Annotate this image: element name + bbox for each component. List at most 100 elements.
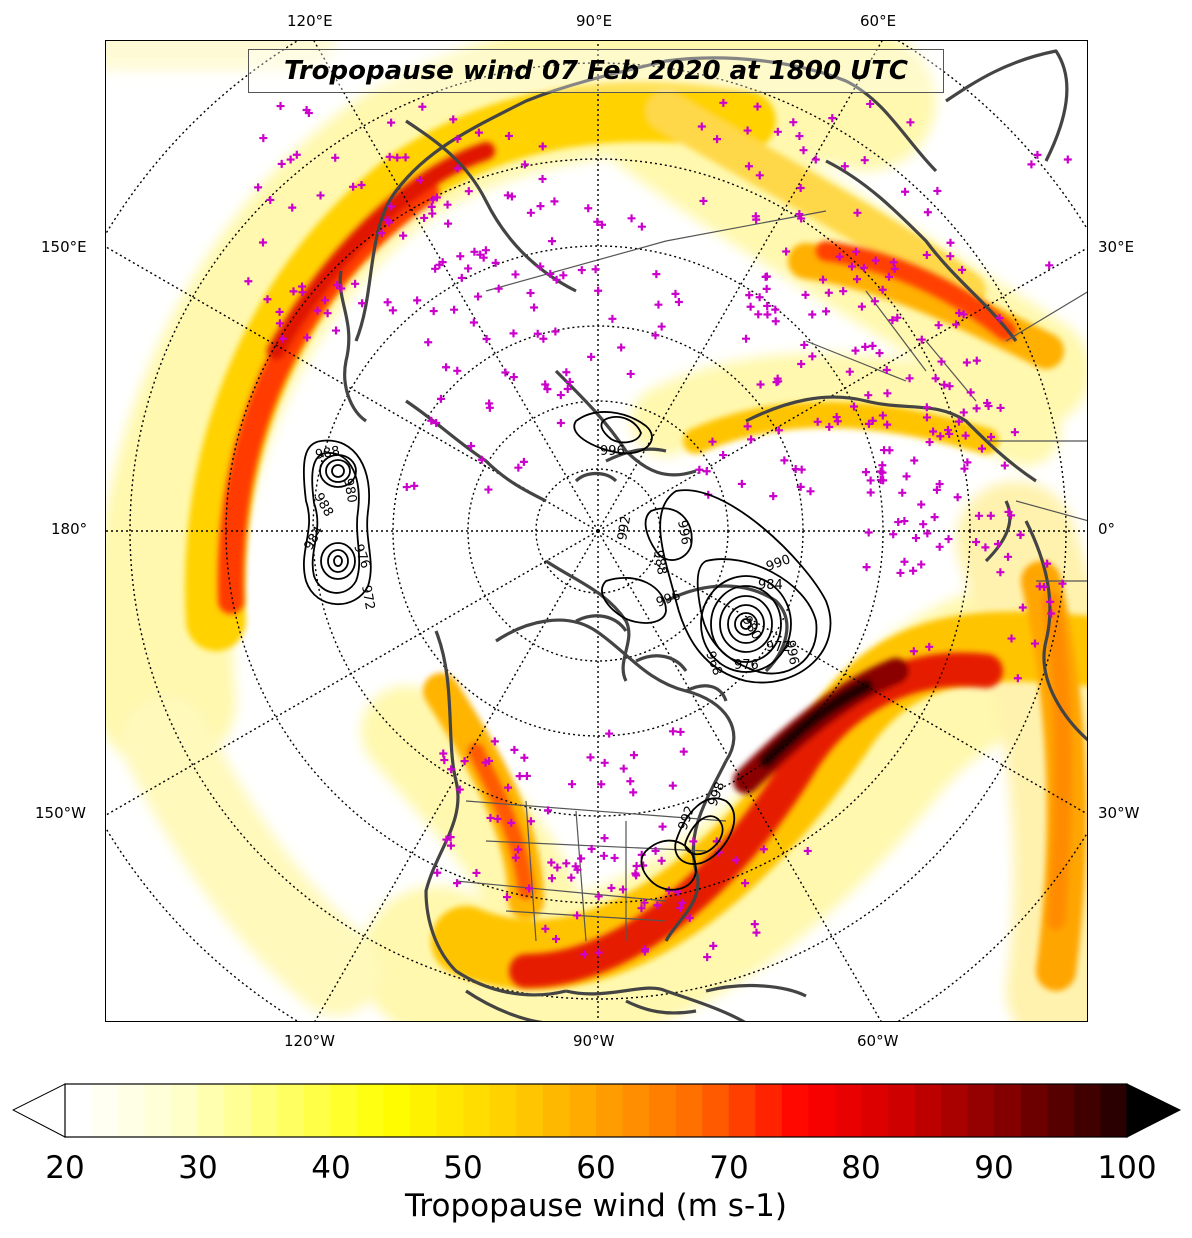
station-marker bbox=[797, 360, 806, 369]
station-marker bbox=[435, 260, 444, 269]
station-marker bbox=[504, 783, 513, 792]
station-marker bbox=[584, 204, 593, 213]
station-marker bbox=[490, 737, 499, 746]
station-marker bbox=[799, 146, 808, 155]
station-marker bbox=[986, 511, 995, 520]
station-marker bbox=[511, 853, 520, 862]
lon-label-top: 60°E bbox=[860, 12, 897, 30]
station-marker bbox=[453, 164, 462, 173]
station-marker bbox=[553, 863, 562, 872]
station-marker bbox=[797, 465, 806, 474]
station-marker bbox=[937, 357, 946, 366]
station-marker bbox=[910, 456, 919, 465]
station-marker bbox=[651, 846, 660, 855]
station-marker bbox=[536, 202, 545, 211]
station-marker bbox=[774, 426, 783, 435]
station-marker bbox=[402, 483, 411, 492]
colorbar-tick: 80 bbox=[841, 1150, 881, 1186]
station-marker bbox=[494, 284, 503, 293]
colorbar-bin bbox=[91, 1084, 119, 1137]
station-marker bbox=[514, 845, 523, 854]
station-marker bbox=[800, 340, 809, 349]
station-marker bbox=[387, 118, 396, 127]
station-marker bbox=[538, 174, 547, 183]
colorbar-bin bbox=[888, 1084, 916, 1137]
station-marker bbox=[741, 879, 750, 888]
station-marker bbox=[676, 904, 685, 913]
colorbar-bin bbox=[994, 1084, 1022, 1137]
station-marker bbox=[503, 191, 512, 200]
station-marker bbox=[953, 493, 962, 502]
station-marker bbox=[577, 854, 586, 863]
station-marker bbox=[689, 837, 698, 846]
station-marker bbox=[538, 142, 547, 151]
station-marker bbox=[797, 214, 806, 223]
station-marker bbox=[699, 196, 708, 205]
colorbar-extend-min bbox=[12, 1083, 66, 1138]
colorbar-bin bbox=[1073, 1084, 1102, 1137]
station-marker bbox=[755, 293, 764, 302]
station-marker bbox=[303, 333, 312, 342]
station-marker bbox=[507, 192, 516, 201]
station-marker bbox=[288, 203, 297, 212]
station-marker bbox=[849, 402, 858, 411]
station-marker bbox=[876, 476, 885, 485]
station-marker bbox=[972, 404, 981, 413]
station-marker bbox=[917, 335, 926, 344]
station-marker bbox=[543, 385, 552, 394]
colorbar-bin bbox=[808, 1084, 836, 1137]
station-marker bbox=[819, 275, 828, 284]
station-marker bbox=[923, 529, 932, 538]
colorbar-bin bbox=[436, 1084, 464, 1137]
station-marker bbox=[533, 329, 542, 338]
station-marker bbox=[932, 485, 941, 494]
station-marker bbox=[631, 869, 640, 878]
station-marker bbox=[958, 265, 967, 274]
station-marker bbox=[351, 279, 360, 288]
station-marker bbox=[331, 153, 340, 162]
station-marker bbox=[504, 131, 513, 140]
station-marker bbox=[742, 334, 751, 343]
lon-label-right: 0° bbox=[1098, 520, 1116, 538]
contour-label: 984 bbox=[301, 524, 326, 553]
station-marker bbox=[1000, 461, 1009, 470]
station-marker bbox=[637, 904, 646, 913]
station-marker bbox=[743, 126, 752, 135]
station-marker bbox=[244, 277, 253, 286]
station-marker bbox=[945, 382, 954, 391]
station-marker bbox=[752, 215, 761, 224]
station-marker bbox=[883, 420, 892, 429]
station-marker bbox=[935, 479, 944, 488]
station-marker bbox=[651, 331, 660, 340]
station-marker bbox=[745, 291, 754, 300]
station-marker bbox=[803, 846, 812, 855]
station-marker bbox=[470, 247, 479, 256]
pacific-low-contours bbox=[302, 439, 372, 606]
station-marker bbox=[866, 99, 875, 108]
station-marker bbox=[610, 854, 619, 863]
station-marker bbox=[668, 781, 677, 790]
station-marker bbox=[925, 438, 934, 447]
station-marker bbox=[671, 289, 680, 298]
station-marker bbox=[905, 374, 914, 383]
station-marker bbox=[782, 247, 791, 256]
station-marker bbox=[898, 488, 907, 497]
station-marker bbox=[455, 785, 464, 794]
station-marker bbox=[539, 334, 548, 343]
station-marker bbox=[358, 299, 367, 308]
colorbar-bin bbox=[489, 1084, 517, 1137]
station-marker bbox=[333, 280, 342, 289]
station-marker bbox=[263, 295, 272, 304]
station-marker bbox=[618, 885, 627, 894]
station-marker bbox=[275, 307, 284, 316]
station-marker bbox=[491, 258, 500, 267]
station-marker bbox=[413, 296, 422, 305]
station-marker bbox=[1047, 609, 1056, 618]
station-marker bbox=[503, 893, 512, 902]
station-marker bbox=[889, 258, 898, 267]
colorbar-bin bbox=[1100, 1084, 1128, 1137]
station-marker bbox=[658, 822, 667, 831]
station-marker bbox=[822, 307, 831, 316]
lon-label-right: 30°E bbox=[1098, 238, 1135, 256]
contour-label: 998 bbox=[706, 780, 729, 808]
